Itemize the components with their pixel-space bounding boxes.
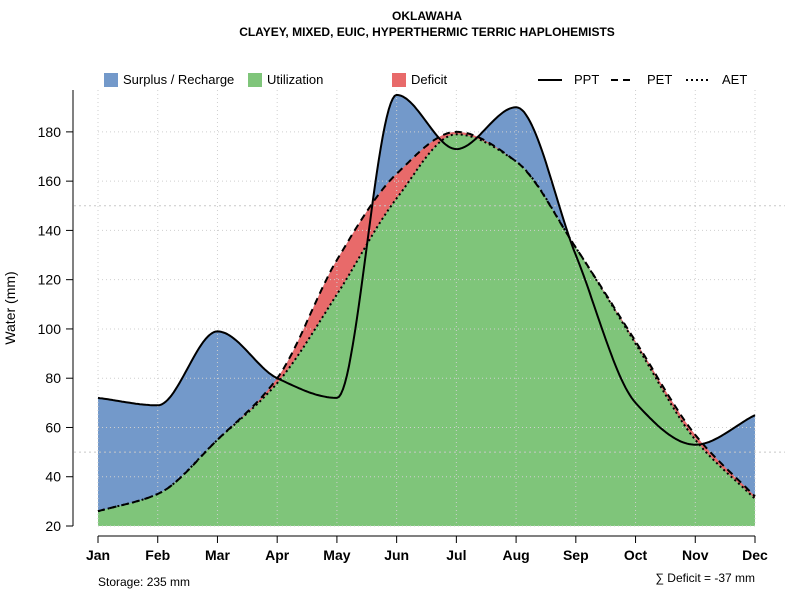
y-tick-label: 140 — [38, 222, 62, 238]
month-label-apr: Apr — [265, 547, 290, 563]
legend-swatch-deficit — [392, 73, 406, 87]
series-line-aet — [97, 133, 756, 513]
legend-swatch-utilization — [248, 73, 262, 87]
series-line-ppt — [97, 93, 756, 446]
chart-subtitle: CLAYEY, MIXED, EUIC, HYPERTHERMIC TERRIC… — [239, 25, 615, 39]
month-label-mar: Mar — [205, 547, 230, 563]
month-label-jan: Jan — [86, 547, 110, 563]
legend-label-surplus-recharge: Surplus / Recharge — [123, 72, 234, 87]
month-label-nov: Nov — [682, 547, 709, 563]
month-label-sep: Sep — [563, 547, 589, 563]
y-tick-label: 100 — [38, 321, 62, 337]
y-tick-label: 20 — [45, 518, 61, 534]
y-tick-label: 180 — [38, 124, 62, 140]
legend-label-utilization: Utilization — [267, 72, 323, 87]
legend-label-ppt: PPT — [574, 72, 599, 87]
legend-label-deficit: Deficit — [411, 72, 448, 87]
month-label-may: May — [323, 547, 350, 563]
month-label-aug: Aug — [502, 547, 529, 563]
y-tick-label: 40 — [45, 469, 61, 485]
plot-area: 20 40 60 80 100 120 140 160 180 Jan Feb Mar Apr May Ju… — [38, 90, 785, 563]
y-tick-label: 80 — [45, 370, 61, 386]
month-label-jul: Jul — [446, 547, 466, 563]
chart-title: OKLAWAHA — [392, 9, 462, 23]
legend: Surplus / Recharge Utilization Deficit PPT P… — [104, 72, 747, 87]
month-label-feb: Feb — [145, 547, 170, 563]
utilization-base-area — [98, 138, 755, 527]
month-label-jun: Jun — [384, 547, 409, 563]
series-line-pet — [97, 130, 756, 513]
y-tick-label: 60 — [45, 419, 61, 435]
y-tick-label: 160 — [38, 173, 62, 189]
month-label-oct: Oct — [624, 547, 648, 563]
y-axis-label: Water (mm) — [2, 271, 18, 344]
y-tick-label: 120 — [38, 272, 62, 288]
legend-label-pet: PET — [647, 72, 672, 87]
legend-swatch-surplus-recharge — [104, 73, 118, 87]
deficit-note: ∑ Deficit = -37 mm — [655, 571, 755, 585]
month-label-dec: Dec — [742, 547, 768, 563]
legend-label-aet: AET — [722, 72, 747, 87]
storage-note: Storage: 235 mm — [98, 575, 190, 589]
